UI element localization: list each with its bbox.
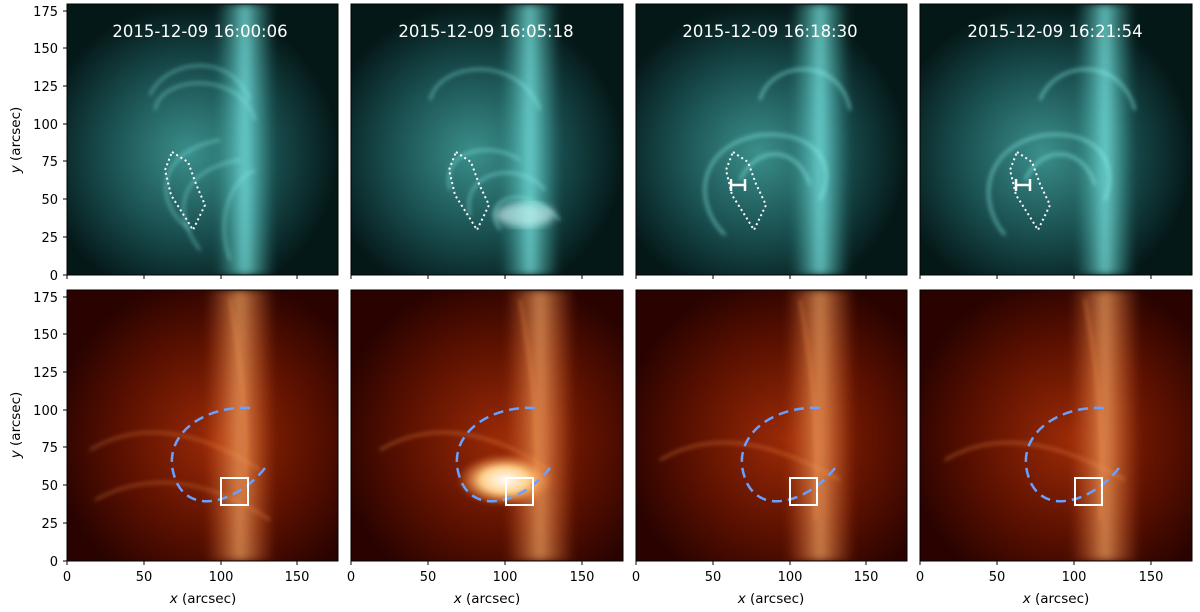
x-tick: 100 [493, 570, 518, 585]
panel-top-3 [636, 4, 907, 275]
region-box [1074, 477, 1103, 506]
x-tick: 0 [632, 570, 640, 585]
measurement-bar [729, 179, 747, 191]
x-tick: 150 [570, 570, 595, 585]
y-tick-bottom: 0 [50, 555, 58, 570]
y-tick-top: 150 [33, 42, 58, 57]
y-tick-bottom: 75 [41, 441, 58, 456]
dotted-region-outline [163, 150, 207, 233]
y-tick-top: 50 [41, 193, 58, 208]
x-axis-label: x (arcsec) [1022, 591, 1090, 607]
panel-bottom-4 [920, 290, 1192, 561]
x-axis-label: x (arcsec) [169, 591, 237, 607]
x-tick: 150 [1139, 570, 1164, 585]
x-axis-label: x (arcsec) [453, 591, 521, 607]
timestamp-1: 2015-12-09 16:00:06 [112, 22, 287, 41]
panel-bottom-1 [67, 290, 338, 561]
x-tick: 0 [63, 570, 71, 585]
y-tick-top: 25 [41, 231, 58, 246]
dashed-loop [455, 406, 551, 503]
dotted-region-outline [724, 150, 768, 233]
x-tick: 50 [420, 570, 437, 585]
y-tick-top: 100 [33, 118, 58, 133]
x-axis-label: x (arcsec) [737, 591, 805, 607]
dotted-region-outline [1008, 150, 1052, 233]
x-tick: 150 [285, 570, 310, 585]
y-tick-top: 175 [33, 5, 58, 20]
y-axis-label-bottom: y (arcsec) [8, 392, 24, 460]
y-tick-top: 0 [50, 269, 58, 284]
region-box [220, 477, 249, 506]
y-tick-bottom: 50 [41, 479, 58, 494]
measurement-bar [1014, 179, 1032, 191]
timestamp-2: 2015-12-09 16:05:18 [398, 22, 573, 41]
x-tick: 50 [705, 570, 722, 585]
y-tick-bottom: 25 [41, 517, 58, 532]
y-tick-bottom: 100 [33, 404, 58, 419]
dashed-loop [1024, 406, 1120, 503]
panel-top-1 [67, 4, 338, 275]
y-tick-top: 125 [33, 80, 58, 95]
region-box [789, 477, 818, 506]
timestamp-4: 2015-12-09 16:21:54 [967, 22, 1142, 41]
panel-bottom-2 [351, 290, 623, 561]
y-tick-bottom: 125 [33, 366, 58, 381]
region-box [505, 477, 534, 506]
x-tick: 150 [854, 570, 879, 585]
dotted-region-outline [447, 150, 491, 233]
panel-top-2 [351, 4, 623, 275]
y-tick-top: 75 [41, 155, 58, 170]
x-tick: 100 [209, 570, 234, 585]
dashed-loop [740, 406, 836, 503]
y-axis-label-top: y (arcsec) [8, 107, 24, 175]
panel-bottom-3 [636, 290, 907, 561]
x-tick: 0 [916, 570, 924, 585]
x-tick: 50 [989, 570, 1006, 585]
x-tick: 50 [136, 570, 153, 585]
x-tick: 0 [347, 570, 355, 585]
x-tick: 100 [778, 570, 803, 585]
x-tick: 100 [1062, 570, 1087, 585]
panel-top-4 [920, 4, 1192, 275]
timestamp-3: 2015-12-09 16:18:30 [682, 22, 857, 41]
dashed-loop [170, 406, 266, 503]
y-tick-bottom: 175 [33, 291, 58, 306]
y-tick-bottom: 150 [33, 328, 58, 343]
